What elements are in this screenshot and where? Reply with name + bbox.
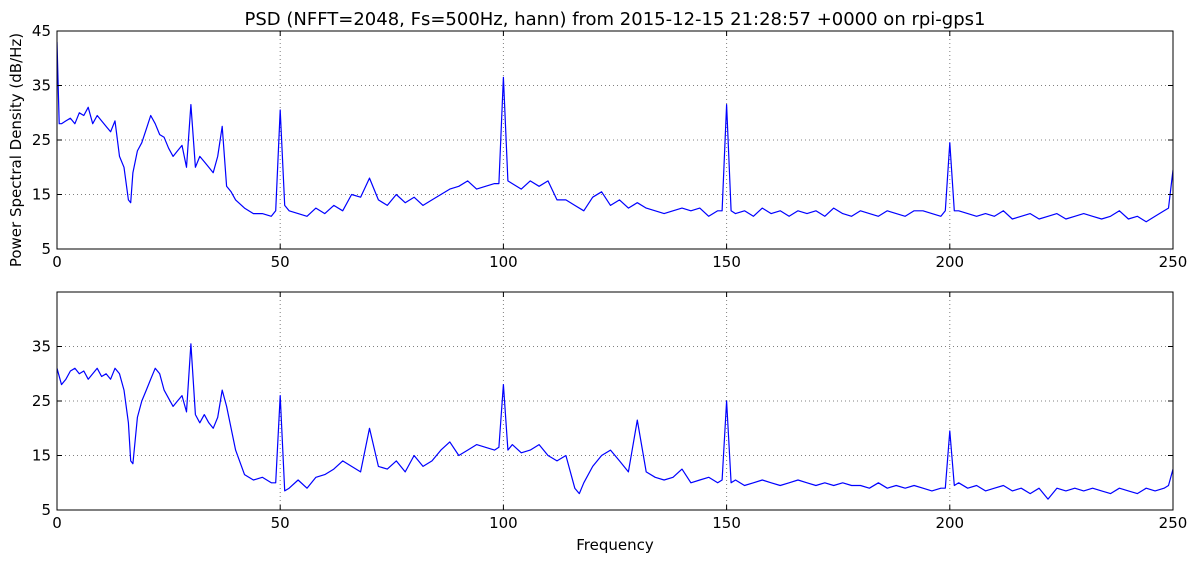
y-tick-label: 25	[32, 392, 51, 410]
x-tick-label: 100	[489, 514, 518, 532]
y-tick-label: 35	[32, 338, 51, 356]
x-tick-label: 150	[712, 253, 741, 271]
y-axis-label: Power Spectral Density (dB/Hz)	[7, 33, 25, 267]
x-axis-label: Frequency	[576, 536, 654, 554]
x-tick-label: 250	[1159, 253, 1188, 271]
y-tick-label: 15	[32, 447, 51, 465]
y-tick-label: 15	[32, 186, 51, 204]
y-tick-label: 25	[32, 131, 51, 149]
x-tick-label: 200	[935, 253, 964, 271]
x-tick-label: 100	[489, 253, 518, 271]
psd-series-line	[57, 41, 1173, 223]
x-tick-label: 200	[935, 514, 964, 532]
x-tick-label: 50	[271, 514, 290, 532]
y-tick-label: 35	[32, 77, 51, 95]
y-tick-label: 5	[41, 240, 51, 258]
psd-chart-bottom: 0 50 100 150 200 250 5 15 25 35 Frequency	[32, 291, 1188, 554]
psd-series-line	[57, 343, 1173, 500]
psd-chart-top: 0 50 100 150 200 250 5 15 25 35 45 Power Spectral D…	[7, 22, 1187, 271]
x-tick-label: 150	[712, 514, 741, 532]
x-tick-label: 50	[271, 253, 290, 271]
x-tick-label: 0	[52, 514, 62, 532]
y-tick-label: 5	[41, 501, 51, 519]
y-tick-label: 45	[32, 22, 51, 40]
x-tick-label: 250	[1159, 514, 1188, 532]
figure-title: PSD (NFFT=2048, Fs=500Hz, hann) from 201…	[245, 9, 986, 30]
x-tick-label: 0	[52, 253, 62, 271]
